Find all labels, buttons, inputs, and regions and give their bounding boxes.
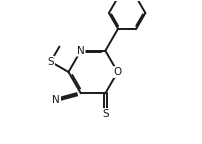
Text: S: S <box>47 57 54 67</box>
Text: S: S <box>102 109 109 119</box>
Text: O: O <box>114 67 122 77</box>
Text: N: N <box>77 46 85 56</box>
Text: N: N <box>53 95 60 105</box>
